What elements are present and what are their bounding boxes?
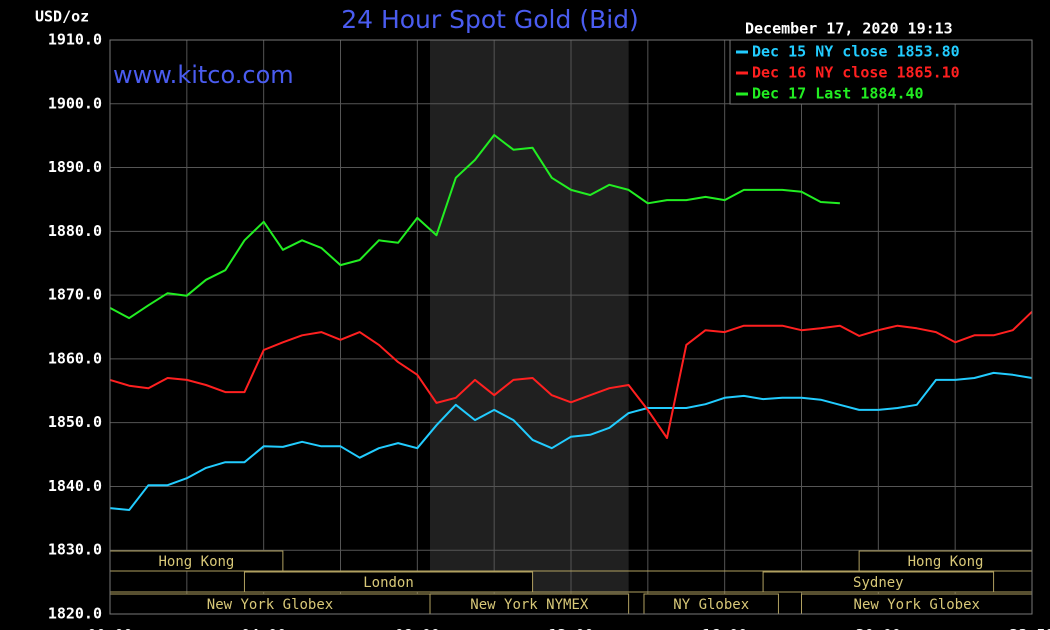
legend-label: Dec 15 NY close 1853.80 xyxy=(752,43,960,61)
session-label: Hong Kong xyxy=(908,554,984,570)
session-label: New York NYMEX xyxy=(470,597,589,613)
x-tick-label: 23:59 xyxy=(1009,626,1050,630)
price-line xyxy=(109,310,1033,439)
shaded-region xyxy=(430,40,629,614)
y-tick-label: 1850.0 xyxy=(48,413,102,431)
session-label: Hong Kong xyxy=(159,554,235,570)
session-box xyxy=(762,571,995,593)
y-tick-label: 1910.0 xyxy=(48,31,102,49)
session-label: New York Globex xyxy=(854,597,980,613)
y-tick-label: 1870.0 xyxy=(48,286,102,304)
x-tick-label: 08:00 xyxy=(395,626,440,630)
plot-frame xyxy=(109,39,1033,615)
timestamp: December 17, 2020 19:13 xyxy=(745,20,953,38)
y-tick-label: 1830.0 xyxy=(48,541,102,559)
y-tick-label: 1840.0 xyxy=(48,477,102,495)
session-label: Sydney xyxy=(853,575,904,591)
y-tick-label: 1820.0 xyxy=(48,605,102,623)
x-tick-label: 16:00 xyxy=(702,626,747,630)
session-label: New York Globex xyxy=(207,597,333,613)
y-tick-label: 1880.0 xyxy=(48,222,102,240)
legend-label: Dec 17 Last 1884.40 xyxy=(752,85,924,103)
y-tick-label: 1860.0 xyxy=(48,349,102,367)
x-tick-label: 12:00 xyxy=(548,626,593,630)
unit-label: USD/oz xyxy=(35,8,89,26)
y-tick-label: 1900.0 xyxy=(48,94,102,112)
price-line xyxy=(109,371,1033,511)
x-tick-label: 20:00 xyxy=(856,626,901,630)
session-label: London xyxy=(363,575,414,591)
x-tick-label: 00:00 xyxy=(87,626,132,630)
x-tick-label: 04:00 xyxy=(241,626,286,630)
y-tick-label: 1890.0 xyxy=(48,158,102,176)
session-box xyxy=(243,571,534,593)
chart-title: 24 Hour Spot Gold (Bid) xyxy=(341,5,639,34)
price-line xyxy=(109,134,840,320)
legend-label: Dec 16 NY close 1865.10 xyxy=(752,64,960,82)
watermark: www.kitco.com xyxy=(113,61,294,89)
legend-box xyxy=(729,39,1033,105)
session-label: NY Globex xyxy=(673,597,749,613)
